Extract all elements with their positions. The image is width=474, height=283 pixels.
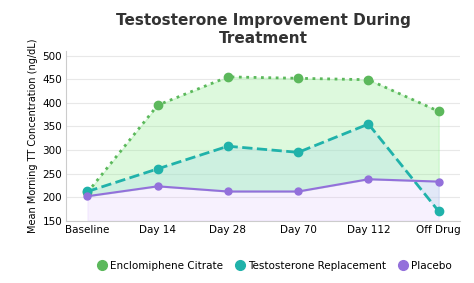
Placebo [436, 180, 442, 183]
Testosterone Replacement [365, 122, 371, 126]
Placebo [225, 190, 231, 193]
Placebo [365, 177, 371, 181]
Line: Placebo: Placebo [84, 176, 442, 200]
Enclomiphene Citrate [84, 191, 90, 194]
Title: Testosterone Improvement During
Treatment: Testosterone Improvement During Treatmen… [116, 13, 410, 46]
Placebo [155, 185, 161, 188]
Testosterone Replacement [84, 190, 90, 193]
Enclomiphene Citrate [155, 104, 161, 107]
Line: Testosterone Replacement: Testosterone Replacement [83, 120, 443, 215]
Testosterone Replacement [436, 210, 442, 213]
Testosterone Replacement [295, 151, 301, 154]
Legend: Enclomiphene Citrate, Testosterone Replacement, Placebo: Enclomiphene Citrate, Testosterone Repla… [94, 257, 456, 275]
Testosterone Replacement [225, 145, 231, 148]
Enclomiphene Citrate [225, 75, 231, 79]
Enclomiphene Citrate [436, 110, 442, 113]
Y-axis label: Mean Morning TT Concentration (ng/dL): Mean Morning TT Concentration (ng/dL) [28, 38, 38, 233]
Enclomiphene Citrate [295, 77, 301, 80]
Testosterone Replacement [155, 167, 161, 171]
Line: Enclomiphene Citrate: Enclomiphene Citrate [83, 73, 443, 197]
Enclomiphene Citrate [365, 78, 371, 82]
Placebo [84, 194, 90, 198]
Placebo [295, 190, 301, 193]
